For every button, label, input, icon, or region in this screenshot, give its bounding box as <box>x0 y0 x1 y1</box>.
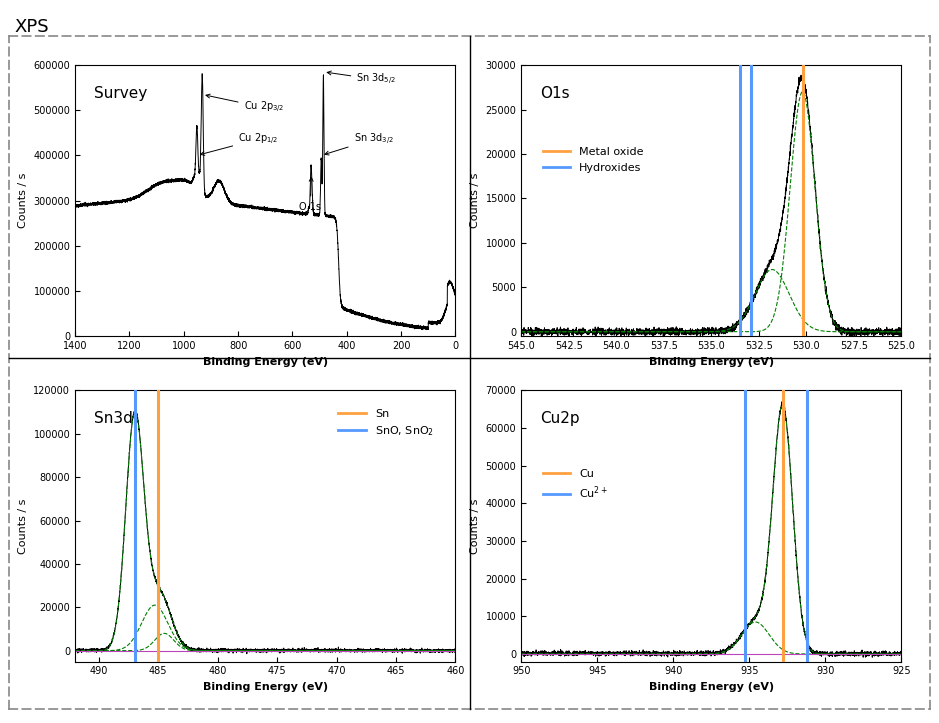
X-axis label: Binding Energy (eV): Binding Energy (eV) <box>649 682 774 692</box>
X-axis label: Binding Energy (eV): Binding Energy (eV) <box>203 356 328 367</box>
Text: Cu2p: Cu2p <box>540 411 579 426</box>
Text: Sn 3d$_{3/2}$: Sn 3d$_{3/2}$ <box>325 132 393 155</box>
Text: Survey: Survey <box>94 85 147 100</box>
Y-axis label: Counts / s: Counts / s <box>18 498 28 554</box>
Text: Cu 2p$_{3/2}$: Cu 2p$_{3/2}$ <box>206 94 284 115</box>
Y-axis label: Counts / s: Counts / s <box>18 173 28 228</box>
X-axis label: Binding Energy (eV): Binding Energy (eV) <box>203 682 328 692</box>
Y-axis label: Counts / s: Counts / s <box>470 498 480 554</box>
Legend: Sn, SnO, SnO$_2$: Sn, SnO, SnO$_2$ <box>334 404 439 442</box>
Text: O 1s: O 1s <box>300 177 321 212</box>
X-axis label: Binding Energy (eV): Binding Energy (eV) <box>649 356 774 367</box>
Y-axis label: Counts / s: Counts / s <box>470 173 480 228</box>
Text: Sn 3d$_{5/2}$: Sn 3d$_{5/2}$ <box>327 71 396 87</box>
Text: Cu 2p$_{1/2}$: Cu 2p$_{1/2}$ <box>201 132 279 155</box>
Text: XPS: XPS <box>14 18 49 36</box>
Legend: Metal oxide, Hydroxides: Metal oxide, Hydroxides <box>538 142 648 177</box>
Text: Sn3d: Sn3d <box>94 411 133 426</box>
Legend: Cu, Cu$^{2+}$: Cu, Cu$^{2+}$ <box>538 465 612 506</box>
Text: O1s: O1s <box>540 85 570 100</box>
